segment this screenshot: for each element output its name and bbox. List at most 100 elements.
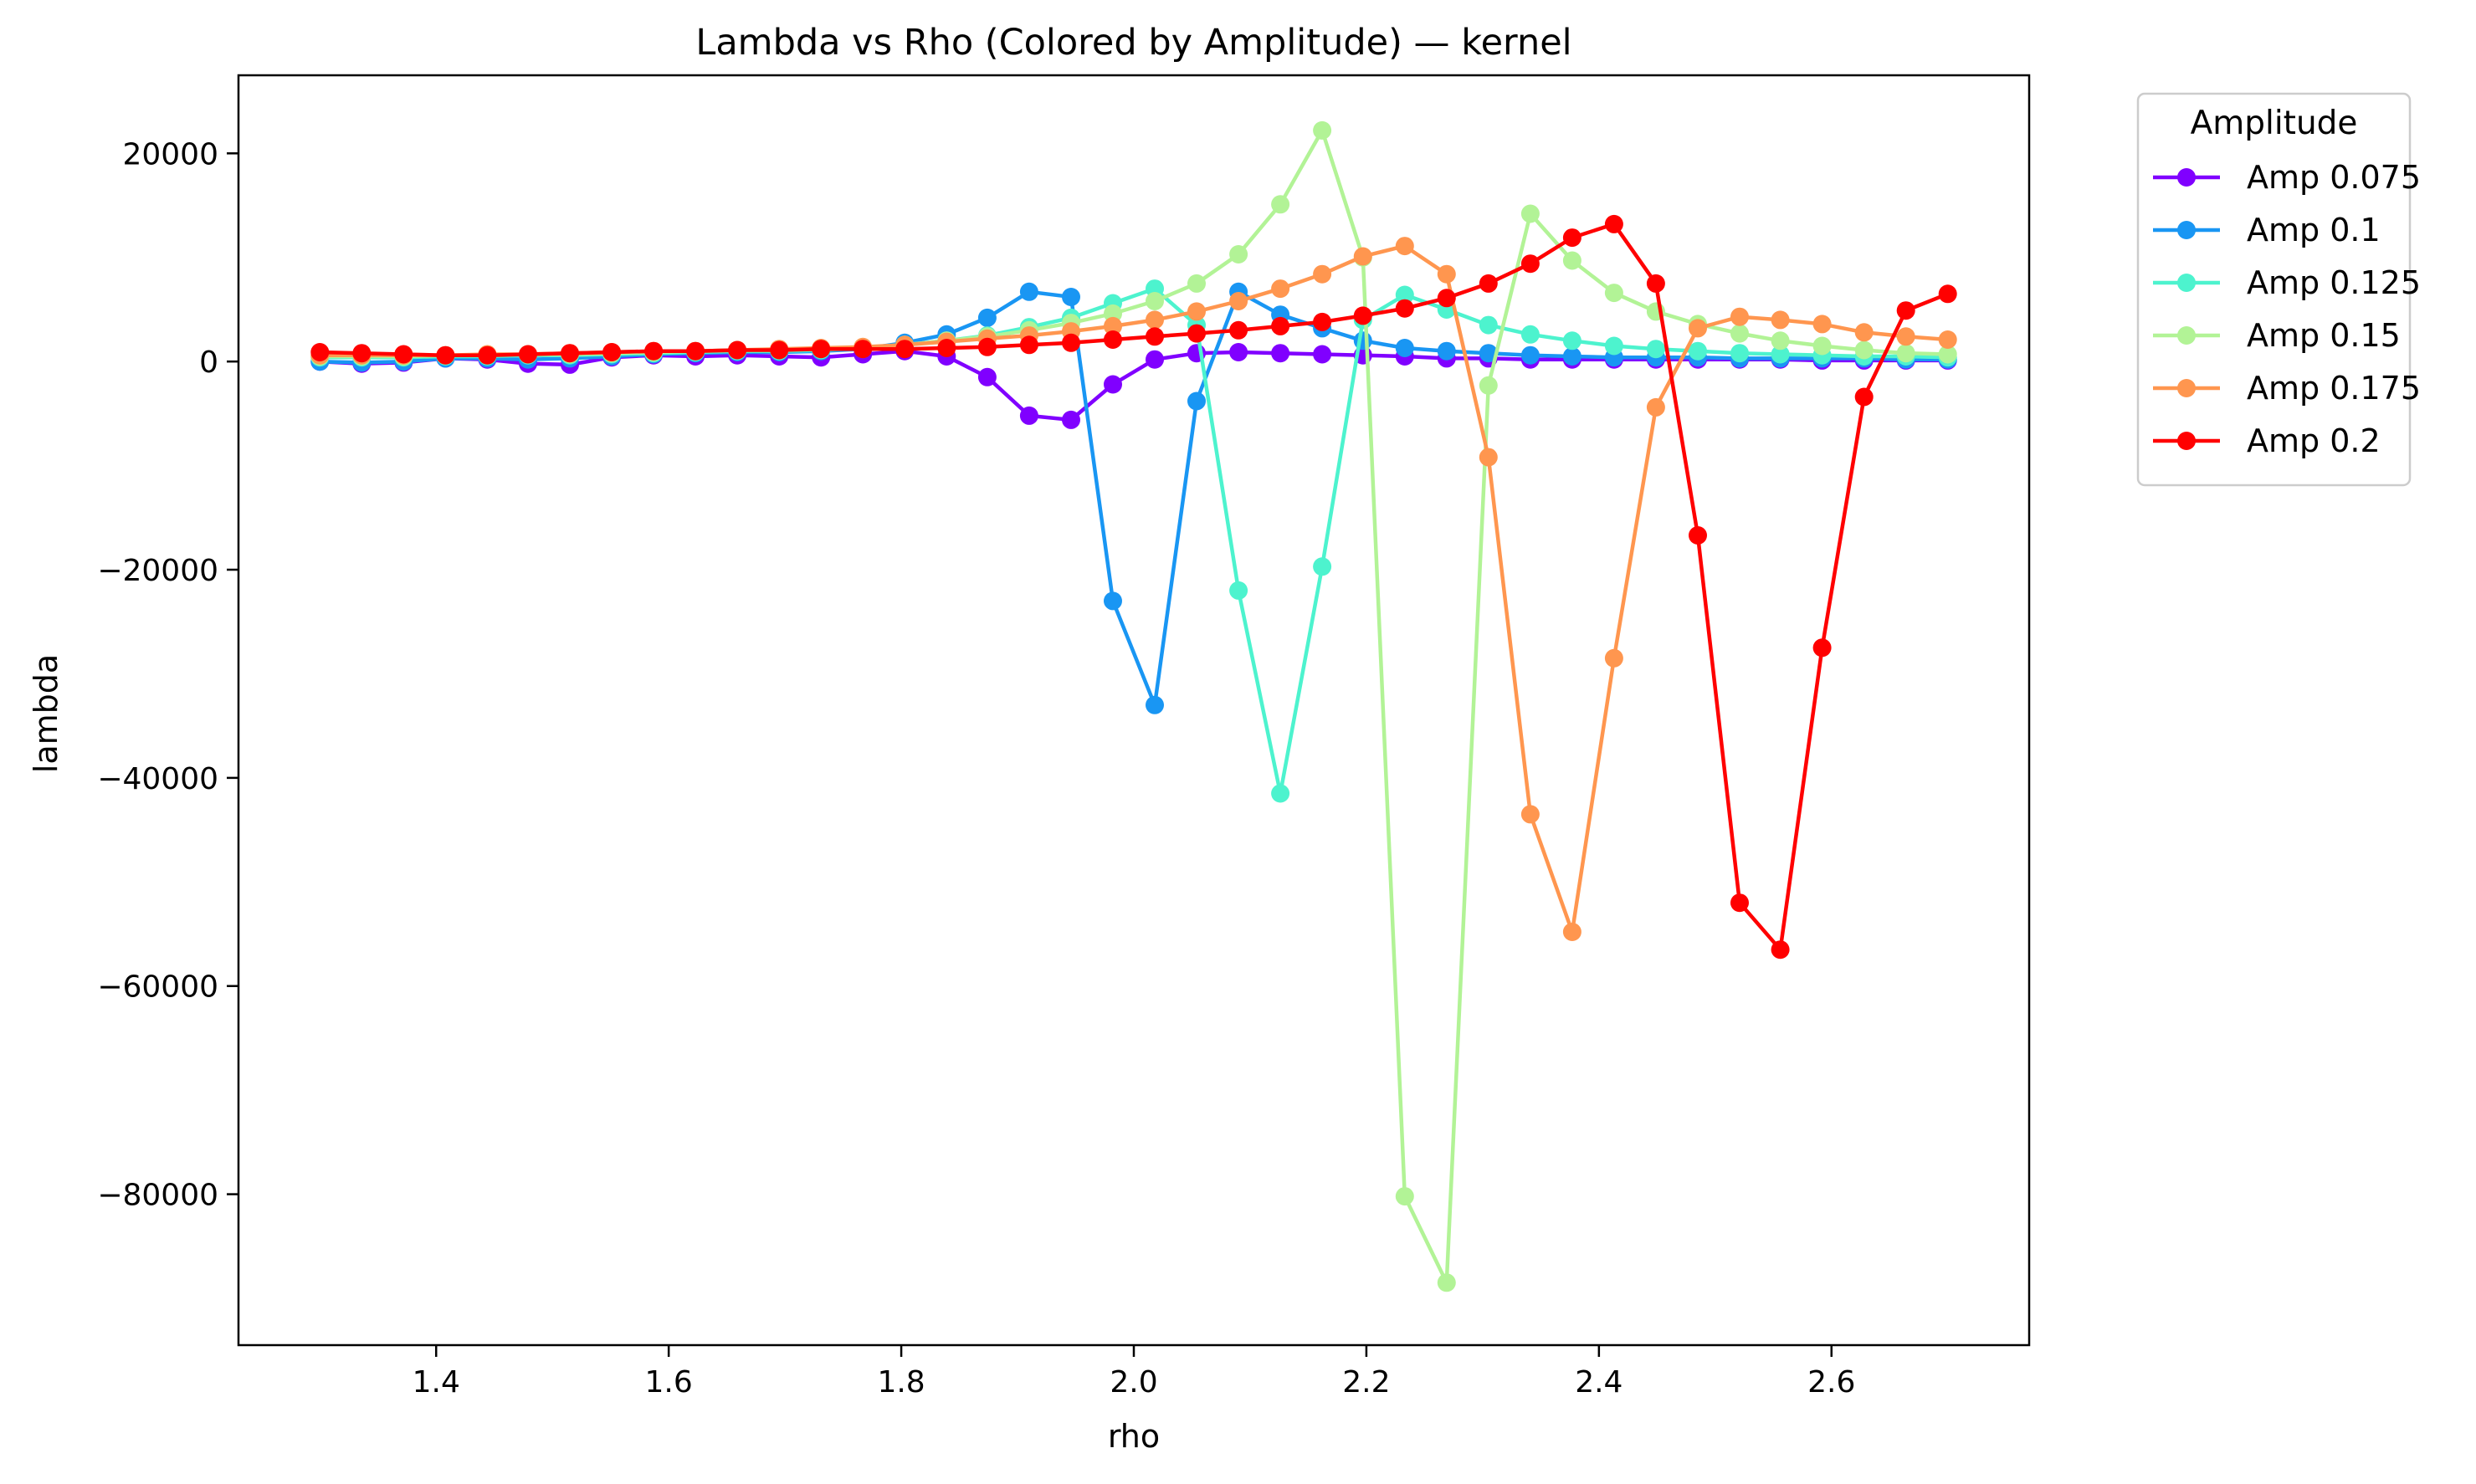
data-point — [1271, 316, 1290, 335]
data-point — [1730, 307, 1749, 326]
data-point — [1104, 591, 1122, 611]
data-point — [1562, 923, 1581, 941]
data-point — [1520, 325, 1540, 344]
data-point — [1479, 344, 1498, 363]
data-point — [1437, 264, 1456, 284]
data-point — [1062, 333, 1080, 352]
data-point — [1395, 299, 1414, 318]
data-point — [1479, 448, 1498, 467]
x-tick-label: 2.0 — [1110, 1365, 1157, 1400]
data-point — [1271, 195, 1290, 214]
data-point — [1019, 335, 1038, 355]
data-point — [1730, 893, 1749, 913]
series-line — [320, 289, 1948, 708]
data-point — [1437, 289, 1456, 308]
legend-item-2: Amp 0.125 — [2153, 264, 2421, 301]
data-point — [1812, 336, 1832, 356]
legend-marker — [2177, 221, 2196, 239]
data-point — [1520, 254, 1540, 274]
y-tick-label: −60000 — [97, 970, 218, 1005]
data-point — [1604, 336, 1623, 356]
data-point — [310, 343, 330, 361]
legend-item-1: Amp 0.1 — [2153, 212, 2381, 248]
data-point — [770, 340, 789, 360]
data-point — [1229, 245, 1248, 264]
data-point — [1437, 341, 1456, 361]
data-point — [1146, 350, 1164, 369]
data-point — [1854, 387, 1874, 407]
data-point — [1479, 376, 1498, 395]
data-point — [1520, 345, 1540, 365]
data-point — [1896, 301, 1915, 320]
data-point — [686, 341, 705, 361]
data-point — [1854, 340, 1874, 360]
data-point — [1229, 320, 1248, 340]
data-point — [1562, 347, 1581, 366]
data-point — [1689, 526, 1707, 545]
data-point — [1187, 324, 1206, 343]
data-point — [977, 337, 997, 356]
x-tick-label: 1.4 — [413, 1365, 460, 1400]
data-point — [1146, 310, 1164, 330]
data-point — [1229, 292, 1248, 310]
data-point — [1896, 344, 1915, 363]
data-point — [1062, 288, 1080, 306]
data-point — [1271, 784, 1290, 803]
data-point — [1353, 247, 1372, 266]
data-point — [1146, 327, 1164, 346]
data-point — [1313, 264, 1332, 284]
data-point — [1938, 284, 1957, 304]
data-point — [478, 345, 497, 365]
legend-label: Amp 0.2 — [2247, 422, 2381, 459]
y-tick-label: −80000 — [97, 1179, 218, 1213]
legend-label: Amp 0.125 — [2247, 264, 2421, 301]
data-point — [1271, 279, 1290, 299]
data-point — [1730, 344, 1749, 363]
data-point — [1395, 285, 1414, 304]
legend-label: Amp 0.1 — [2247, 212, 2381, 248]
legend-item-5: Amp 0.2 — [2153, 422, 2381, 459]
data-point — [1646, 274, 1665, 293]
data-point — [1271, 344, 1290, 363]
x-tick-label: 2.4 — [1575, 1365, 1622, 1400]
data-point — [895, 340, 915, 359]
legend-label: Amp 0.175 — [2247, 370, 2421, 407]
data-point — [1395, 1187, 1414, 1206]
series-line — [320, 349, 1948, 422]
data-point — [1520, 204, 1540, 223]
data-point — [1896, 327, 1915, 346]
data-point — [1646, 340, 1665, 359]
legend-marker — [2177, 326, 2196, 345]
data-point — [1104, 316, 1122, 335]
legend-marker — [2177, 432, 2196, 450]
legend-item-3: Amp 0.15 — [2153, 317, 2401, 354]
data-point — [728, 340, 747, 360]
data-point — [1604, 214, 1623, 233]
data-point — [1938, 330, 1957, 349]
data-point — [1353, 306, 1372, 325]
data-point — [977, 367, 997, 386]
data-point — [1479, 274, 1498, 293]
data-point — [1812, 638, 1832, 658]
series-5 — [310, 214, 1957, 959]
x-tick-label: 1.8 — [877, 1365, 925, 1400]
data-point — [644, 341, 664, 361]
data-point — [602, 343, 622, 361]
data-point — [1771, 345, 1790, 364]
legend-marker — [2177, 379, 2196, 397]
data-point — [1730, 324, 1749, 343]
data-point — [1689, 319, 1707, 338]
data-point — [937, 339, 956, 357]
data-point — [1562, 331, 1581, 351]
data-point — [1353, 331, 1372, 351]
data-point — [1562, 251, 1581, 270]
y-tick-label: −20000 — [97, 554, 218, 588]
x-axis-label: rho — [1108, 1418, 1160, 1455]
data-point — [1604, 284, 1623, 303]
data-point — [1771, 940, 1790, 959]
series-line — [320, 222, 1949, 952]
data-point — [1689, 341, 1707, 361]
